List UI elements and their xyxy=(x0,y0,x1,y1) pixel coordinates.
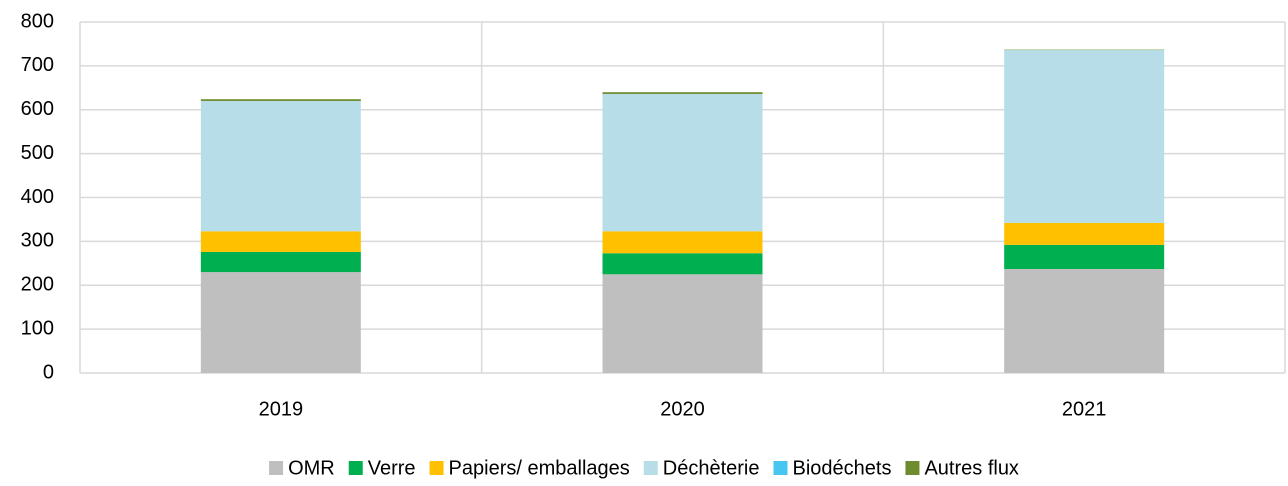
legend-swatch xyxy=(905,461,920,475)
bar-segment xyxy=(1004,244,1165,270)
bar-segment xyxy=(1004,50,1165,223)
bar-segment xyxy=(602,253,763,275)
x-tick-label: 2019 xyxy=(259,398,304,420)
legend-swatch xyxy=(269,461,284,475)
legend-label: Biodéchets xyxy=(792,457,891,479)
y-tick-label: 300 xyxy=(21,230,54,252)
bar-segment xyxy=(200,272,361,373)
bar-segment xyxy=(200,251,361,273)
legend-label: Autres flux xyxy=(924,457,1018,479)
y-tick-label: 400 xyxy=(21,186,54,208)
legend-label: Verre xyxy=(368,457,416,479)
legend-swatch xyxy=(773,461,788,475)
bar-segment xyxy=(1004,269,1165,373)
legend-label: Papiers/ emballages xyxy=(449,457,630,479)
bar-segment xyxy=(200,99,361,101)
bar-segment xyxy=(200,231,361,252)
y-tick-label: 800 xyxy=(21,10,54,32)
bar-segment xyxy=(602,92,763,94)
x-tick-label: 2021 xyxy=(1062,398,1107,420)
legend-label: Déchèterie xyxy=(663,457,760,479)
legend-swatch xyxy=(348,461,363,475)
y-tick-label: 0 xyxy=(43,361,54,383)
bar-segment xyxy=(602,93,763,232)
legend-label: OMR xyxy=(288,457,335,479)
legend-swatch xyxy=(429,461,444,475)
bar-segment xyxy=(200,100,361,232)
x-tick-label: 2020 xyxy=(660,398,705,420)
bar-segment xyxy=(602,274,763,373)
y-tick-label: 100 xyxy=(21,317,54,339)
y-tick-label: 500 xyxy=(21,142,54,164)
legend-swatch xyxy=(643,461,658,475)
y-tick-label: 200 xyxy=(21,274,54,296)
y-tick-label: 600 xyxy=(21,98,54,120)
bar-segment xyxy=(1004,222,1165,245)
bar-segment xyxy=(602,231,763,254)
y-tick-label: 700 xyxy=(21,54,54,76)
